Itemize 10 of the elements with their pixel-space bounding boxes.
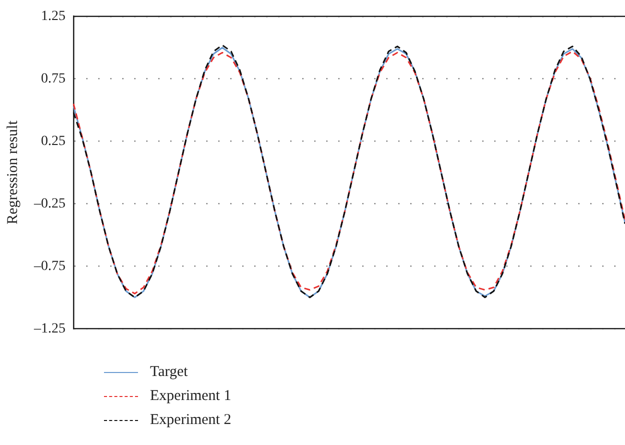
y-tick-label: –1.25 bbox=[33, 321, 66, 336]
y-tick-label: –0.75 bbox=[33, 258, 66, 274]
y-tick-label: –0.25 bbox=[33, 196, 66, 212]
legend-label: Experiment 1 bbox=[150, 388, 232, 404]
y-axis-title: Regression result bbox=[4, 120, 21, 224]
y-tick-label: 0.75 bbox=[41, 72, 66, 87]
y-tick-label: 0.25 bbox=[41, 134, 66, 149]
y-tick-label: 1.25 bbox=[41, 9, 66, 24]
legend-label: Experiment 2 bbox=[150, 412, 232, 428]
legend-label: Target bbox=[150, 364, 188, 380]
